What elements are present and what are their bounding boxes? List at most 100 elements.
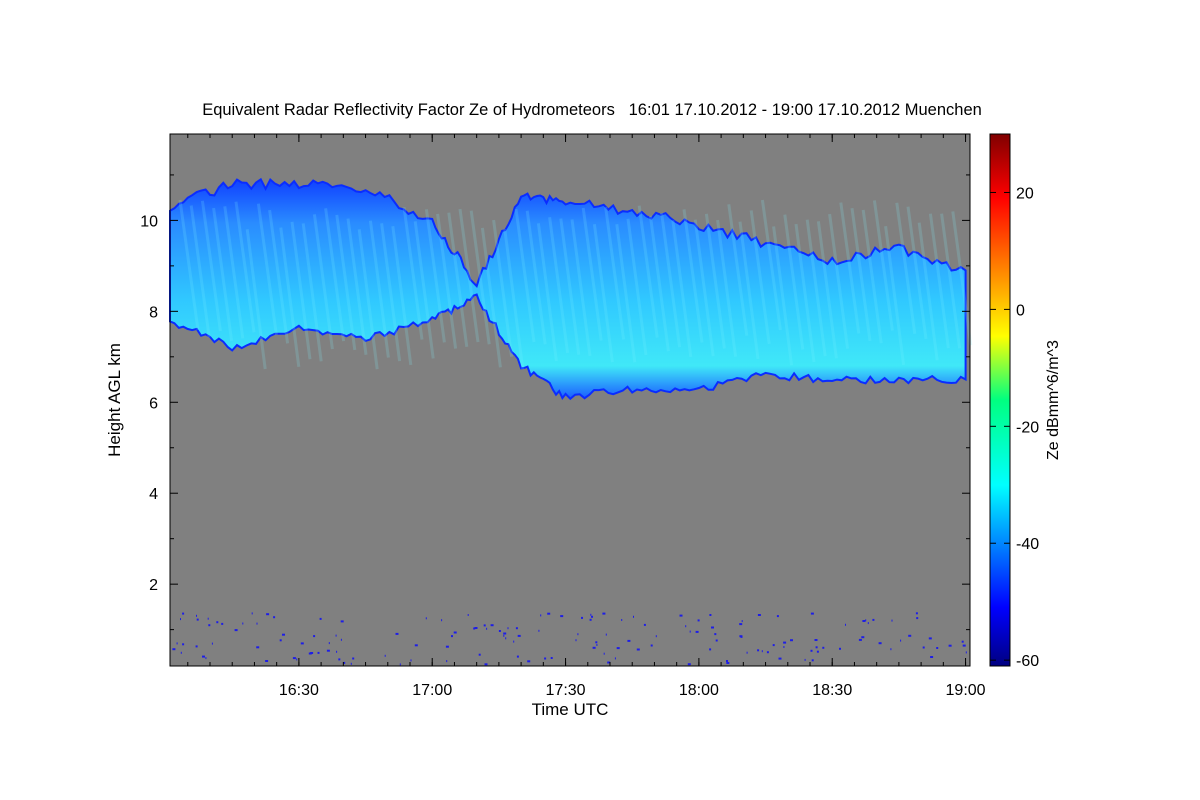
- clutter-speck: [242, 622, 244, 625]
- x-tick-label: 18:30: [812, 682, 852, 699]
- clutter-speck: [590, 613, 592, 616]
- clutter-speck: [650, 644, 653, 647]
- fall-streak: [671, 219, 693, 358]
- clutter-speck: [783, 641, 787, 644]
- fall-streak: [424, 209, 446, 343]
- x-tick-label: 17:00: [412, 682, 452, 699]
- fall-streak: [503, 229, 525, 370]
- clutter-speck: [336, 650, 338, 653]
- cloud-reflectivity-region: [169, 177, 967, 401]
- clutter-speck: [538, 629, 540, 632]
- clutter-speck: [544, 657, 547, 660]
- clutter-speck: [596, 644, 598, 646]
- clutter-speck: [627, 639, 631, 642]
- clutter-speck: [739, 635, 743, 638]
- clutter-speck: [916, 617, 919, 620]
- fall-streak: [581, 207, 603, 341]
- clutter-speck: [547, 612, 551, 615]
- clutter-speck: [207, 617, 209, 620]
- fall-streak: [615, 224, 637, 363]
- clutter-speck: [766, 651, 769, 654]
- fall-streak: [637, 205, 659, 338]
- fall-streak: [536, 223, 558, 362]
- clutter-speck: [778, 657, 782, 660]
- clutter-speck: [474, 627, 478, 629]
- clutter-speck: [441, 619, 443, 622]
- y-axis: 2 4 6 8 10: [140, 174, 970, 631]
- clutter-speck: [602, 612, 606, 615]
- clutter-speck: [467, 614, 469, 616]
- clutter-speck: [453, 631, 457, 634]
- fall-streak: [290, 221, 312, 360]
- fall-streak: [301, 223, 323, 362]
- clutter-speck: [605, 633, 607, 636]
- clutter-speck: [292, 657, 296, 660]
- x-tick-label: 18:00: [679, 682, 719, 699]
- fall-streak: [178, 199, 200, 331]
- fall-streak: [402, 206, 424, 340]
- clutter-speck: [739, 623, 743, 626]
- clutter-speck: [891, 619, 893, 622]
- fall-streak: [391, 225, 413, 366]
- clutter-speck: [505, 637, 507, 640]
- clutter-speck: [266, 613, 270, 616]
- clutter-speck: [208, 624, 211, 627]
- clutter-speck: [726, 662, 730, 664]
- clutter-speck: [550, 657, 553, 659]
- clutter-speck: [581, 616, 583, 619]
- clutter-speck: [621, 619, 623, 621]
- clutter-speck: [679, 614, 683, 617]
- fall-streak: [279, 227, 301, 367]
- fall-streak: [245, 229, 267, 370]
- clutter-speck: [655, 635, 657, 638]
- clutter-speck: [317, 651, 320, 654]
- clutter-speck: [776, 615, 779, 618]
- clutter-speck: [636, 648, 640, 651]
- clutter-speck: [503, 634, 505, 637]
- fall-streak: [783, 214, 805, 350]
- clutter-speck: [961, 640, 964, 643]
- clutter-speck: [861, 636, 865, 639]
- y-tick-label: 2: [149, 577, 158, 594]
- clutter-speck: [221, 622, 224, 625]
- clutter-speck: [687, 663, 691, 666]
- clutter-speck: [282, 633, 285, 636]
- clutter-speck: [878, 642, 882, 645]
- fall-streak: [458, 208, 480, 343]
- fall-streak: [312, 214, 334, 350]
- y-tick-label: 10: [140, 213, 158, 230]
- clutter-speck: [202, 655, 205, 658]
- clutter-speck: [591, 615, 593, 618]
- clutter-speck: [516, 655, 519, 658]
- fall-streak: [928, 213, 950, 349]
- clutter-speck: [300, 642, 304, 645]
- clutter-speck: [513, 640, 515, 643]
- clutter-speck: [498, 630, 501, 632]
- clutter-speck: [858, 638, 862, 641]
- clutter-speck: [384, 654, 386, 657]
- clutter-speck: [711, 626, 714, 629]
- clutter-speck: [540, 614, 542, 617]
- fall-streak: [469, 210, 491, 345]
- fall-streak: [413, 221, 435, 359]
- fall-streak: [234, 201, 256, 333]
- fall-streak: [324, 208, 346, 342]
- clutter-speck: [865, 619, 867, 622]
- fall-streak: [794, 223, 816, 363]
- fall-streak: [200, 200, 222, 332]
- clutter-speck: [633, 615, 634, 618]
- fall-streak: [559, 218, 581, 355]
- clutter-speck: [867, 622, 869, 625]
- clutter-speck: [783, 646, 785, 648]
- clutter-speck: [804, 658, 806, 661]
- fall-streak: [268, 209, 290, 344]
- clutter-speck: [928, 637, 932, 640]
- colorbar-tick-label: -20: [1016, 419, 1039, 436]
- fall-streak: [525, 210, 547, 345]
- clutter-speck: [350, 662, 352, 665]
- clutter-speck: [822, 646, 825, 649]
- clutter-speck: [709, 648, 712, 651]
- cloud-layer: [169, 177, 973, 401]
- fall-streak: [480, 227, 502, 368]
